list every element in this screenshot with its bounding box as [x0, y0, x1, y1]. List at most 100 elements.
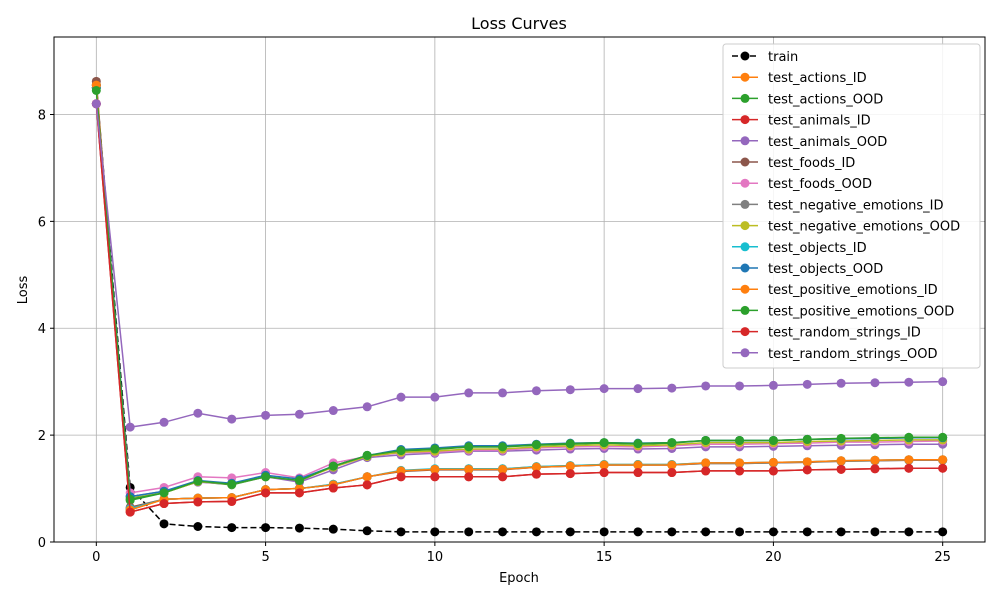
data-point	[768, 527, 778, 537]
data-point	[938, 432, 948, 442]
data-point	[396, 392, 406, 402]
data-point	[531, 527, 541, 537]
data-point	[294, 409, 304, 419]
data-point	[836, 456, 846, 466]
data-point	[633, 468, 643, 478]
legend-label: test_positive_emotions_ID	[768, 283, 938, 298]
data-point	[464, 472, 474, 482]
data-point	[870, 378, 880, 388]
legend-item: test_positive_emotions_ID	[732, 283, 938, 298]
data-point	[599, 384, 609, 394]
legend-label: test_foods_ID	[768, 156, 855, 171]
data-point	[362, 450, 372, 460]
legend-label: test_negative_emotions_ID	[768, 198, 943, 213]
data-point	[362, 402, 372, 412]
data-point	[261, 410, 271, 420]
data-point	[91, 99, 101, 109]
data-point	[768, 466, 778, 476]
data-point	[667, 383, 677, 393]
data-point	[836, 527, 846, 537]
data-point	[227, 496, 237, 506]
data-point	[802, 527, 812, 537]
data-point	[904, 377, 914, 387]
data-point	[464, 388, 474, 398]
data-point	[938, 377, 948, 387]
data-point	[91, 85, 101, 95]
data-point	[735, 435, 745, 445]
data-point	[294, 488, 304, 498]
data-point	[362, 526, 372, 536]
data-point	[396, 527, 406, 537]
data-point	[633, 439, 643, 449]
data-point	[667, 468, 677, 478]
data-point	[701, 381, 711, 391]
legend-label: test_foods_OOD	[768, 177, 872, 192]
data-point	[768, 380, 778, 390]
data-point	[802, 465, 812, 475]
data-point	[836, 464, 846, 474]
data-point	[430, 527, 440, 537]
data-point	[565, 461, 575, 471]
legend-marker	[740, 284, 750, 294]
legend-label: test_objects_OOD	[768, 262, 883, 277]
data-point	[531, 440, 541, 450]
series-line	[95, 103, 943, 428]
y-axis-title: Loss	[16, 276, 31, 305]
data-point	[227, 414, 237, 424]
data-point	[633, 527, 643, 537]
legend-label: test_objects_ID	[768, 241, 867, 256]
legend-item: test_random_strings_OOD	[732, 347, 937, 362]
legend-marker	[740, 221, 750, 231]
data-point	[498, 472, 508, 482]
data-point	[125, 422, 135, 432]
plot-frame	[53, 36, 986, 543]
data-point	[870, 433, 880, 443]
data-point	[701, 435, 711, 445]
legend-item: test_animals_OOD	[732, 135, 887, 150]
data-point	[498, 388, 508, 398]
legend-item: test_actions_ID	[732, 71, 867, 86]
x-tick-label: 10	[427, 550, 444, 565]
data-point	[938, 527, 948, 537]
legend-item: train	[732, 50, 798, 65]
data-point	[261, 523, 271, 533]
data-point	[938, 455, 948, 465]
legend-label: test_random_strings_OOD	[768, 347, 937, 362]
data-point	[836, 433, 846, 443]
legend-marker	[740, 72, 750, 82]
legend-item: test_objects_OOD	[732, 262, 883, 277]
legend-marker	[740, 157, 750, 167]
data-point	[667, 460, 677, 470]
series-test-random-strings-OOD	[91, 99, 948, 432]
data-point	[667, 438, 677, 448]
data-point	[565, 469, 575, 479]
data-point	[125, 507, 135, 517]
data-point	[328, 461, 338, 471]
series-line	[95, 85, 943, 511]
data-point	[904, 432, 914, 442]
y-tick-label: 2	[38, 429, 46, 444]
data-point	[430, 464, 440, 474]
legend-item: test_negative_emotions_OOD	[732, 220, 960, 235]
data-point	[735, 466, 745, 476]
data-point	[328, 406, 338, 416]
legend-marker	[740, 327, 750, 337]
data-point	[294, 476, 304, 486]
x-tick-label: 25	[934, 550, 951, 565]
legend: train test_actions_ID test_actions_OODtest…	[722, 43, 981, 369]
legend-item: test_negative_emotions_ID	[732, 198, 943, 213]
legend-marker	[740, 136, 750, 146]
data-point	[328, 524, 338, 534]
series-line	[95, 85, 943, 533]
data-point	[328, 483, 338, 493]
data-point	[193, 522, 203, 532]
legend-item: test_foods_OOD	[732, 177, 872, 192]
data-point	[735, 527, 745, 537]
data-point	[802, 379, 812, 389]
data-point	[802, 434, 812, 444]
legend-marker	[740, 305, 750, 315]
legend-label: test_random_strings_ID	[768, 326, 921, 341]
data-point	[599, 460, 609, 470]
x-tick-label: 20	[765, 550, 782, 565]
legend-label: test_actions_OOD	[768, 92, 883, 107]
